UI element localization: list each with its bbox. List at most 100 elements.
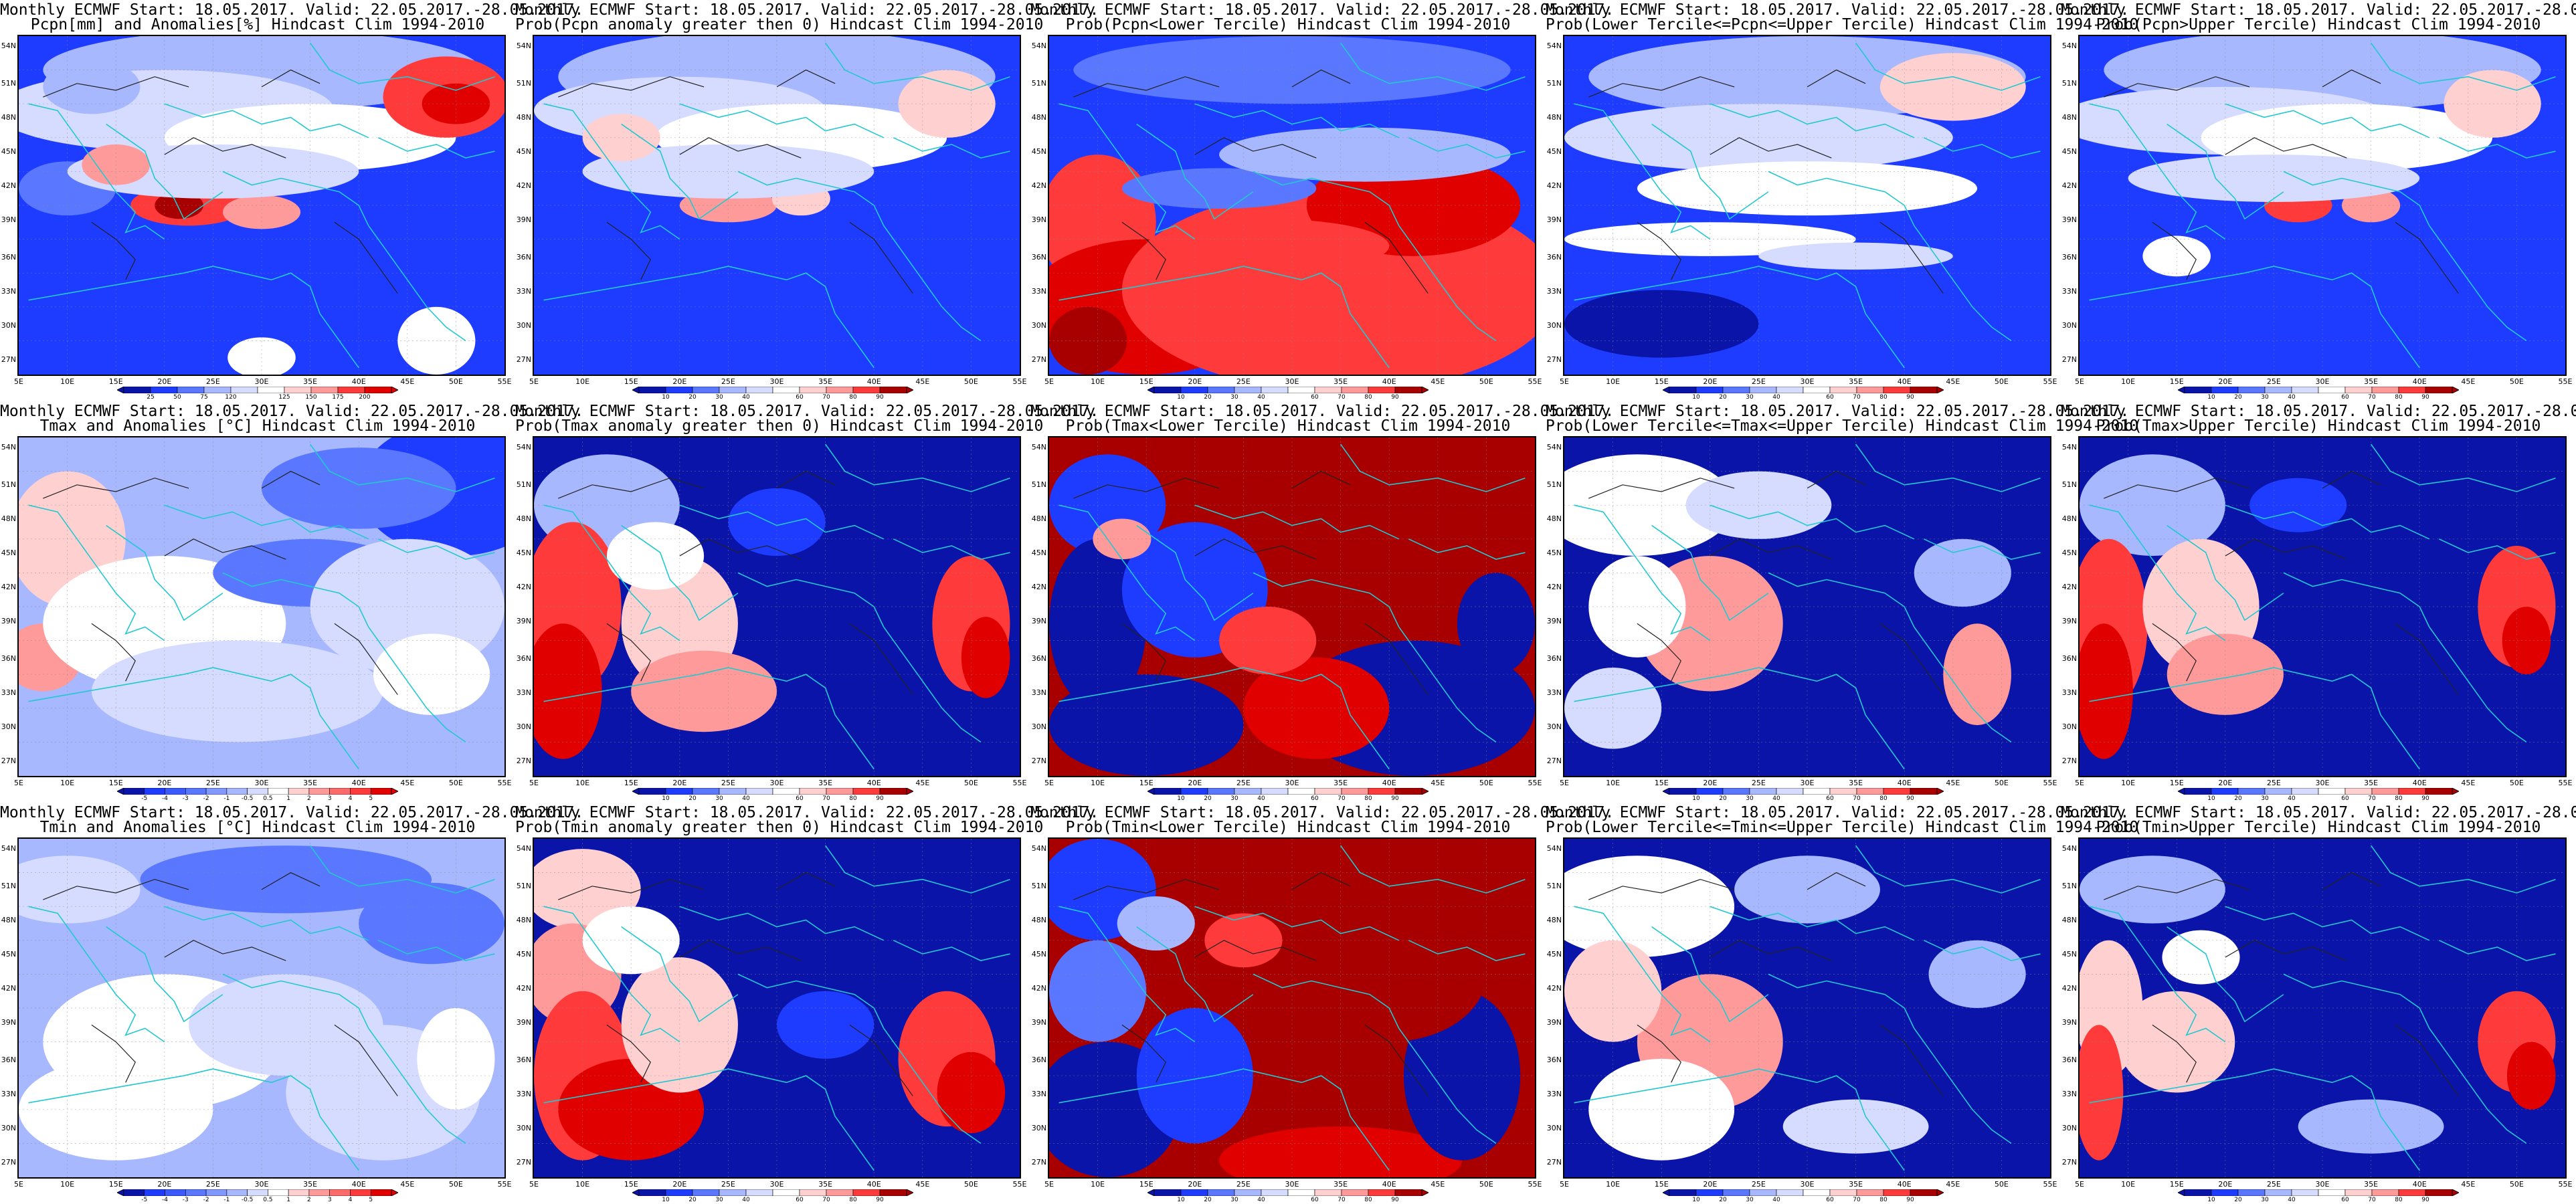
colorbar-tick-label: 20: [2234, 394, 2242, 401]
lat-label: 42N: [516, 984, 531, 993]
lon-label: 5E: [529, 1180, 539, 1189]
lon-label: 35E: [1849, 1180, 1863, 1189]
lat-label: 36N: [1031, 654, 1046, 664]
panel-title-line2: Prob(Tmin<Lower Tercile) Hindcast Clim 1…: [1065, 819, 1511, 836]
lon-label: 45E: [400, 779, 415, 787]
anomaly-region: [2142, 235, 2211, 277]
lon-label: 40E: [351, 1180, 366, 1189]
anomaly-region: [222, 195, 301, 229]
colorbar: [117, 1189, 398, 1196]
anomaly-region: [1049, 538, 1147, 708]
colorbar-tick-label: 40: [1257, 1197, 1265, 1203]
colorbar: [2178, 788, 2459, 795]
lon-label: 40E: [1897, 377, 1912, 386]
lon-label: 15E: [1654, 779, 1669, 787]
colorbar-ticks: 10 20 30 40 60 70 80 90: [1147, 795, 1429, 803]
lon-label: 55E: [1012, 377, 1027, 386]
lat-label: 45N: [1, 147, 16, 157]
colorbar-tick-label: 50: [173, 394, 181, 401]
lat-label: 39N: [516, 1018, 531, 1027]
lon-label: 5E: [14, 1180, 23, 1189]
colorbar-ticks: -5 -4 -3 -2 -1 -0.5 0.5 1 2 3 4 5: [117, 1197, 398, 1204]
lon-label: 20E: [2218, 377, 2233, 386]
lat-label: 42N: [1, 583, 16, 592]
lon-label: 45E: [1946, 1180, 1960, 1189]
lat-label: 51N: [1, 79, 16, 88]
anomaly-region: [1146, 219, 1390, 274]
map-field: [1048, 35, 1536, 376]
lat-label: 27N: [1, 355, 16, 365]
lat-label: 48N: [1546, 916, 1562, 925]
lon-label: 10E: [1091, 779, 1105, 787]
lon-label: 5E: [1044, 779, 1054, 787]
lat-label: 54N: [516, 844, 531, 854]
colorbar-tick-label: 40: [742, 394, 750, 401]
lat-label: 51N: [1031, 79, 1046, 88]
panel-title-line2: Prob(Tmax<Lower Tercile) Hindcast Clim 1…: [1065, 417, 1511, 435]
lon-label: 45E: [1431, 1180, 1445, 1189]
colorbar-tick-label: 20: [1204, 394, 1212, 401]
lon-label: 5E: [2075, 377, 2084, 386]
lon-label: 45E: [915, 1180, 930, 1189]
colorbar-tick-label: 80: [1364, 394, 1372, 401]
lon-label: 5E: [2075, 779, 2084, 787]
lon-label: 20E: [1703, 779, 1718, 787]
colorbar-tick-label: 60: [1311, 394, 1319, 401]
lon-label: 10E: [1606, 779, 1621, 787]
lat-label: 36N: [516, 253, 531, 262]
lat-label: 45N: [1546, 147, 1562, 157]
lon-label: 25E: [1236, 1180, 1251, 1189]
map-field: [2078, 436, 2567, 777]
lat-label: 39N: [1, 215, 16, 225]
lat-label: 42N: [516, 181, 531, 191]
lon-label: 30E: [1285, 377, 1299, 386]
lon-label: 15E: [1139, 377, 1154, 386]
anomaly-region: [1049, 306, 1127, 375]
colorbar-tick-label: 80: [1364, 1197, 1372, 1203]
lat-label: 48N: [1031, 113, 1046, 122]
lon-label: 55E: [497, 377, 512, 386]
anomaly-region: [262, 447, 456, 529]
lon-label: 55E: [2558, 377, 2573, 386]
map-panel-pcpn-prob-lower: Monthly ECMWF Start: 18.05.2017. Valid: …: [1030, 0, 1614, 401]
lat-label: 27N: [1, 757, 16, 766]
lat-label: 51N: [2061, 882, 2077, 891]
lat-label: 42N: [1546, 181, 1562, 191]
lon-label: 20E: [672, 1180, 687, 1189]
colorbar-tick-label: 2: [307, 1197, 311, 1203]
colorbar-tick-label: -2: [203, 1197, 209, 1203]
colorbar-tick-label: 10: [1692, 394, 1700, 401]
colorbar-tick-label: 80: [1879, 1197, 1888, 1203]
map-field: [1048, 837, 1536, 1179]
lat-label: 30N: [1546, 1124, 1562, 1133]
colorbar: [632, 788, 913, 795]
lat-label: 45N: [2061, 147, 2077, 157]
colorbar-tick-label: 5: [369, 795, 373, 802]
lon-label: 20E: [2218, 1180, 2233, 1189]
lat-label: 39N: [1031, 1018, 1046, 1027]
lat-label: 45N: [2061, 950, 2077, 959]
lat-label: 39N: [1546, 617, 1562, 626]
lat-label: 30N: [1031, 1124, 1046, 1133]
lon-label: 55E: [2043, 377, 2057, 386]
anomaly-region: [2506, 1041, 2556, 1110]
colorbar: [1663, 788, 1944, 795]
lon-label: 15E: [624, 1180, 638, 1189]
colorbar-tick-label: 125: [278, 394, 290, 401]
colorbar-tick-label: 10: [1177, 795, 1185, 802]
lat-label: 42N: [1, 984, 16, 993]
lon-label: 50E: [1479, 1180, 1493, 1189]
colorbar-tick-label: 40: [2288, 394, 2296, 401]
lat-label: 42N: [2061, 984, 2077, 993]
colorbar-tick-label: -0.5: [241, 1197, 254, 1203]
lat-label: 39N: [1, 617, 16, 626]
lat-label: 45N: [1546, 950, 1562, 959]
lon-label: 45E: [400, 1180, 415, 1189]
lat-label: 48N: [1546, 514, 1562, 524]
lat-label: 27N: [516, 1158, 531, 1167]
lon-label: 50E: [1479, 779, 1493, 787]
anomaly-region: [1117, 896, 1195, 950]
lon-label: 35E: [303, 377, 318, 386]
lon-label: 40E: [866, 377, 881, 386]
colorbar-tick-label: 90: [1391, 394, 1399, 401]
